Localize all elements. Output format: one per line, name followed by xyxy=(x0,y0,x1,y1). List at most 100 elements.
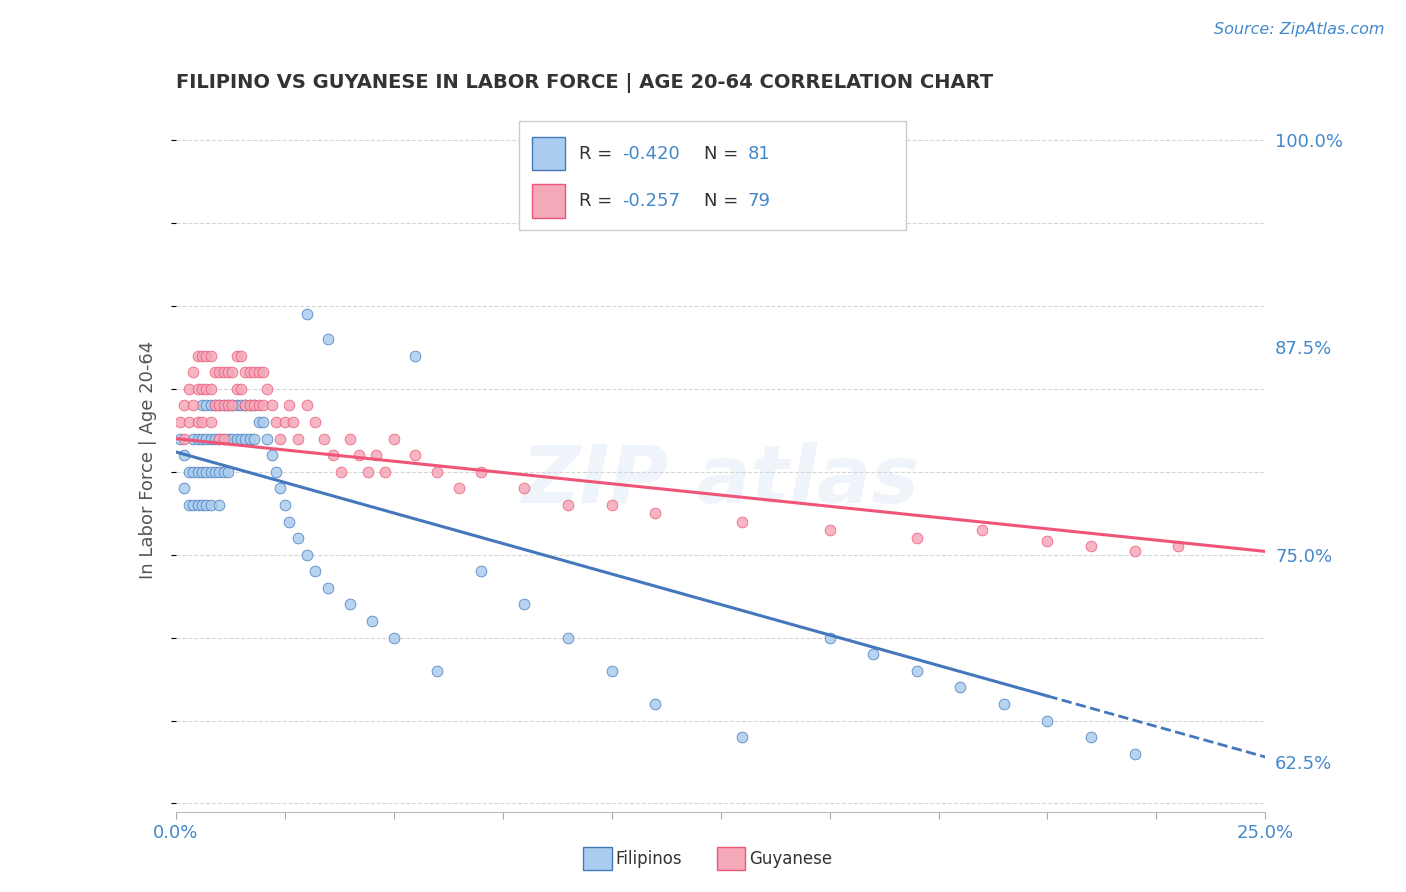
Point xyxy=(200,399,222,413)
Point xyxy=(264,415,287,429)
Point xyxy=(264,465,287,479)
Point xyxy=(239,365,262,379)
Point xyxy=(173,482,195,496)
Point xyxy=(339,432,361,446)
Point xyxy=(169,432,191,446)
Point xyxy=(212,399,235,413)
Point xyxy=(905,664,928,678)
Point xyxy=(195,498,218,512)
Point xyxy=(818,523,841,537)
Point xyxy=(231,399,253,413)
FancyBboxPatch shape xyxy=(519,121,905,230)
Point xyxy=(287,531,309,545)
Point xyxy=(243,365,266,379)
Point xyxy=(195,432,218,446)
Point xyxy=(905,531,928,545)
Point xyxy=(366,448,388,462)
Point xyxy=(304,564,326,578)
Point xyxy=(235,399,257,413)
Point xyxy=(235,432,257,446)
Point xyxy=(195,399,218,413)
Point xyxy=(557,498,579,512)
Point xyxy=(217,399,239,413)
Text: ZIP atlas: ZIP atlas xyxy=(522,442,920,519)
Point xyxy=(731,515,754,529)
Point xyxy=(1080,540,1102,554)
Point xyxy=(208,465,231,479)
Point xyxy=(169,415,191,429)
Text: N =: N = xyxy=(704,192,738,210)
Point xyxy=(644,506,666,520)
Point xyxy=(186,349,209,363)
Point xyxy=(208,399,231,413)
Point xyxy=(256,432,278,446)
Point xyxy=(177,415,200,429)
Point xyxy=(204,399,226,413)
Point xyxy=(304,415,326,429)
Y-axis label: In Labor Force | Age 20-64: In Labor Force | Age 20-64 xyxy=(139,340,157,579)
Point xyxy=(204,432,226,446)
Point xyxy=(239,399,262,413)
Point xyxy=(970,523,993,537)
Point xyxy=(405,349,427,363)
Point xyxy=(235,399,257,413)
Point xyxy=(252,365,274,379)
Point xyxy=(243,399,266,413)
Point xyxy=(181,498,204,512)
Text: -0.257: -0.257 xyxy=(623,192,681,210)
Point xyxy=(287,432,309,446)
Point xyxy=(283,415,305,429)
Point xyxy=(269,432,291,446)
Point xyxy=(600,664,623,678)
Point xyxy=(278,515,301,529)
Point xyxy=(195,465,218,479)
Point xyxy=(295,548,318,562)
Point xyxy=(208,365,231,379)
Point xyxy=(186,432,209,446)
Point xyxy=(278,399,301,413)
Point xyxy=(252,399,274,413)
Point xyxy=(513,598,536,612)
Text: Guyanese: Guyanese xyxy=(749,850,832,868)
Point xyxy=(318,581,340,595)
Point xyxy=(204,465,226,479)
Point xyxy=(382,432,405,446)
Point xyxy=(247,365,270,379)
Text: R =: R = xyxy=(579,145,612,162)
Point xyxy=(360,614,382,628)
Point xyxy=(330,465,353,479)
Point xyxy=(1036,534,1059,549)
Point xyxy=(186,382,209,396)
Point xyxy=(191,415,214,429)
Point xyxy=(173,448,195,462)
Text: R =: R = xyxy=(579,192,612,210)
Point xyxy=(1080,730,1102,744)
Point xyxy=(256,382,278,396)
Point xyxy=(295,399,318,413)
Text: Filipinos: Filipinos xyxy=(616,850,682,868)
Point xyxy=(225,349,247,363)
Point xyxy=(374,465,396,479)
Point xyxy=(405,448,427,462)
Point xyxy=(318,332,340,346)
Point xyxy=(243,399,266,413)
Point xyxy=(208,432,231,446)
Point xyxy=(260,448,283,462)
Bar xyxy=(531,136,565,170)
Point xyxy=(231,432,253,446)
Point xyxy=(274,415,297,429)
Point xyxy=(181,432,204,446)
Point xyxy=(204,399,226,413)
Point xyxy=(1123,544,1146,558)
Point xyxy=(513,482,536,496)
Point xyxy=(191,382,214,396)
Point xyxy=(173,432,195,446)
Point xyxy=(347,448,370,462)
Text: Source: ZipAtlas.com: Source: ZipAtlas.com xyxy=(1215,22,1385,37)
Point xyxy=(177,498,200,512)
Point xyxy=(181,399,204,413)
Point xyxy=(191,498,214,512)
Point xyxy=(200,382,222,396)
Point xyxy=(204,365,226,379)
Point xyxy=(426,664,449,678)
